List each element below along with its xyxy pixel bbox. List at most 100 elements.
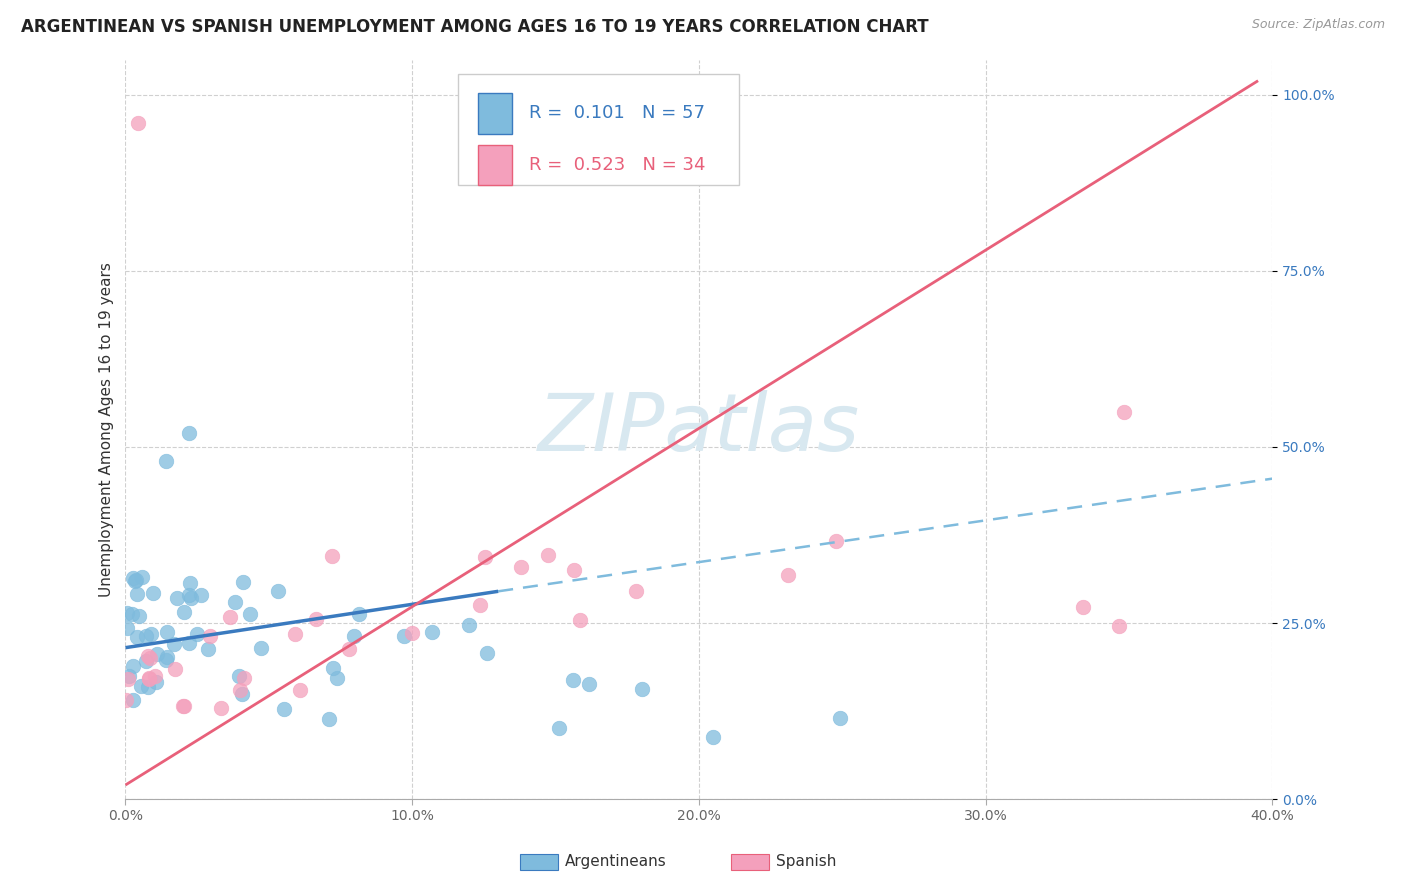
Point	[322, 661, 344, 675]
Point	[218, 610, 240, 624]
Point	[1071, 599, 1094, 614]
Point	[349, 607, 371, 622]
Point	[173, 606, 195, 620]
Point	[166, 591, 188, 605]
Point	[139, 650, 162, 665]
Text: R =  0.523   N = 34: R = 0.523 N = 34	[529, 156, 706, 174]
Point	[564, 563, 586, 577]
Point	[138, 671, 160, 685]
Text: ZIPatlas: ZIPatlas	[538, 391, 860, 468]
FancyBboxPatch shape	[478, 93, 512, 134]
Point	[624, 583, 647, 598]
Point	[186, 627, 208, 641]
Point	[138, 672, 160, 686]
Point	[155, 625, 177, 640]
Point	[115, 621, 138, 635]
Point	[136, 680, 159, 694]
Text: Argentineans: Argentineans	[565, 855, 666, 869]
FancyBboxPatch shape	[478, 145, 512, 186]
Point	[394, 629, 416, 643]
Text: R =  0.101   N = 57: R = 0.101 N = 57	[529, 104, 706, 122]
Point	[568, 613, 591, 627]
Point	[321, 549, 343, 563]
Point	[177, 425, 200, 440]
Point	[173, 698, 195, 713]
Point	[578, 677, 600, 691]
Point	[127, 116, 149, 130]
Point	[702, 731, 724, 745]
Point	[121, 607, 143, 622]
Point	[143, 669, 166, 683]
Point	[125, 631, 148, 645]
Point	[510, 560, 533, 574]
Point	[128, 609, 150, 624]
Point	[231, 687, 253, 701]
Point	[239, 607, 262, 621]
Point	[318, 712, 340, 726]
Point	[122, 693, 145, 707]
Point	[163, 637, 186, 651]
Point	[229, 682, 252, 697]
Point	[343, 629, 366, 643]
Point	[198, 629, 221, 643]
Point	[284, 626, 307, 640]
Point	[477, 646, 499, 660]
Point	[177, 588, 200, 602]
Point	[562, 673, 585, 687]
Point	[232, 671, 254, 685]
Point	[824, 533, 846, 548]
Point	[290, 682, 312, 697]
Point	[145, 674, 167, 689]
Point	[420, 625, 443, 640]
Text: Source: ZipAtlas.com: Source: ZipAtlas.com	[1251, 18, 1385, 31]
Point	[139, 627, 162, 641]
Point	[121, 659, 143, 673]
Point	[115, 693, 138, 707]
Point	[273, 702, 295, 716]
Point	[266, 584, 288, 599]
Point	[457, 617, 479, 632]
Point	[474, 550, 496, 565]
Point	[537, 548, 560, 562]
Point	[177, 635, 200, 649]
Point	[124, 574, 146, 588]
Point	[305, 612, 328, 626]
Y-axis label: Unemployment Among Ages 16 to 19 years: Unemployment Among Ages 16 to 19 years	[100, 262, 114, 597]
Point	[125, 573, 148, 587]
Point	[224, 595, 246, 609]
FancyBboxPatch shape	[458, 74, 740, 186]
Point	[121, 571, 143, 585]
Point	[135, 629, 157, 643]
Point	[1112, 405, 1135, 419]
Point	[197, 642, 219, 657]
Point	[146, 648, 169, 662]
Point	[776, 568, 799, 582]
Point	[548, 721, 571, 735]
Point	[135, 654, 157, 668]
Text: Spanish: Spanish	[776, 855, 837, 869]
Point	[209, 701, 232, 715]
Point	[180, 591, 202, 606]
Point	[117, 673, 139, 687]
Point	[155, 653, 177, 667]
Point	[155, 454, 177, 468]
Point	[131, 570, 153, 584]
Point	[326, 671, 349, 685]
Point	[232, 575, 254, 590]
Point	[129, 679, 152, 693]
Text: ARGENTINEAN VS SPANISH UNEMPLOYMENT AMONG AGES 16 TO 19 YEARS CORRELATION CHART: ARGENTINEAN VS SPANISH UNEMPLOYMENT AMON…	[21, 18, 929, 36]
Point	[115, 606, 138, 620]
Point	[401, 625, 423, 640]
Point	[830, 711, 852, 725]
Point	[228, 668, 250, 682]
Point	[156, 650, 179, 665]
Point	[249, 640, 271, 655]
Point	[142, 585, 165, 599]
Point	[631, 682, 654, 697]
Point	[1108, 619, 1130, 633]
Point	[172, 698, 194, 713]
Point	[163, 662, 186, 676]
Point	[125, 587, 148, 601]
Point	[190, 588, 212, 602]
Point	[118, 669, 141, 683]
